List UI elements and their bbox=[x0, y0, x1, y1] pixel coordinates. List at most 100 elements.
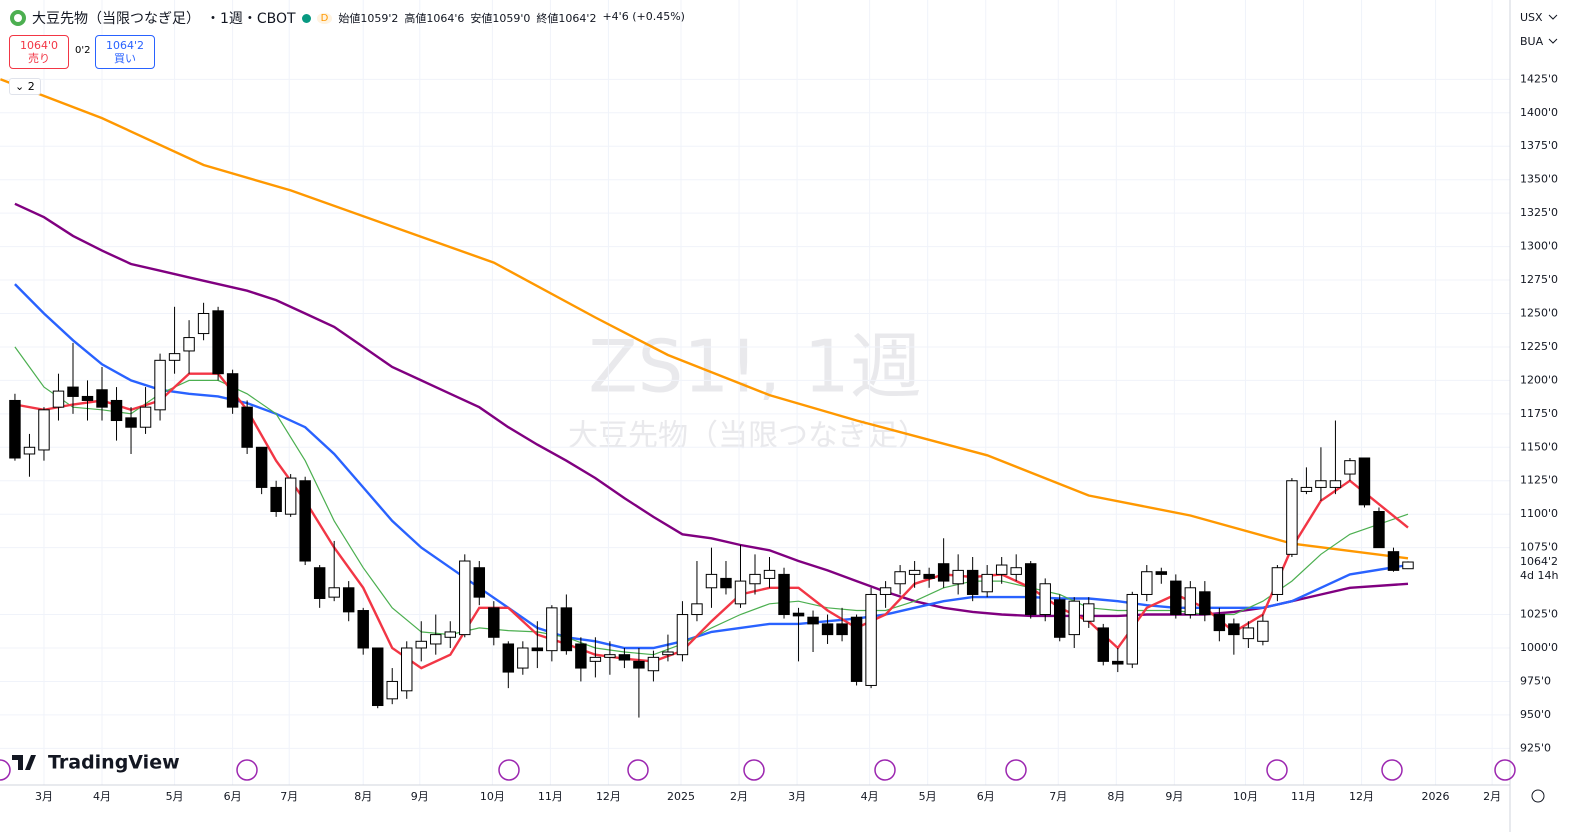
buy-button[interactable]: 1064'2 買い bbox=[95, 35, 155, 69]
symbol-icon bbox=[10, 10, 26, 26]
x-tick-label: 11月 bbox=[1291, 790, 1316, 803]
candle-body bbox=[1170, 580, 1182, 616]
x-tick-label: 3月 bbox=[788, 790, 806, 803]
logo[interactable]: TradingView bbox=[12, 752, 180, 774]
y-tick-label: 1375'0 bbox=[1520, 139, 1558, 152]
candle-body bbox=[168, 353, 181, 361]
event-icon[interactable] bbox=[874, 759, 896, 781]
candle-body bbox=[1300, 486, 1313, 492]
candle-body bbox=[1344, 460, 1356, 475]
candle-body bbox=[676, 614, 689, 656]
candle-body bbox=[342, 587, 355, 613]
candle-body bbox=[270, 486, 282, 513]
symbol-title[interactable]: 大豆先物（当限つなぎ足） bbox=[32, 11, 200, 27]
event-icon[interactable] bbox=[1005, 759, 1027, 781]
y-tick-label: 975'0 bbox=[1520, 674, 1551, 687]
candle-body bbox=[299, 480, 311, 562]
x-tick-label: 12月 bbox=[596, 790, 621, 803]
candle-body bbox=[9, 399, 21, 459]
x-tick-label: 10月 bbox=[1233, 790, 1258, 803]
candle-body bbox=[1112, 660, 1124, 665]
event-icon[interactable] bbox=[1266, 759, 1288, 781]
currency[interactable]: USX bbox=[1520, 11, 1543, 24]
ohlc-change: +4'6 (+0.45%) bbox=[602, 10, 685, 23]
candle-body bbox=[807, 616, 819, 625]
symbol-subtitle: ・1週・CBOT bbox=[206, 11, 296, 27]
candle-body bbox=[749, 573, 761, 585]
candle-body bbox=[488, 607, 500, 638]
candle-body bbox=[430, 634, 442, 645]
candle-body bbox=[879, 587, 892, 595]
event-icon[interactable] bbox=[0, 759, 11, 781]
watermark-name: 大豆先物（当限つなぎ足） bbox=[568, 419, 928, 454]
y-tick-label: 925'0 bbox=[1520, 741, 1551, 754]
candle-body bbox=[1358, 457, 1371, 506]
candle-body bbox=[792, 612, 805, 617]
sell-button[interactable]: 1064'0 売り bbox=[9, 35, 69, 69]
x-tick-label: 5月 bbox=[919, 790, 937, 803]
event-icons[interactable] bbox=[0, 759, 1516, 781]
indicator-toggle[interactable]: ⌄ 2 bbox=[9, 78, 41, 95]
candle-body bbox=[1228, 623, 1240, 636]
candle-body bbox=[1387, 551, 1400, 571]
x-tick-label: 4月 bbox=[93, 790, 111, 803]
ohlc-close: 終値1064'2 bbox=[536, 12, 597, 25]
y-tick-label: 1000'0 bbox=[1520, 641, 1558, 654]
settings-icon[interactable] bbox=[1531, 789, 1545, 803]
candle-body bbox=[110, 399, 123, 422]
candle-body bbox=[937, 563, 950, 582]
x-tick-label: 4月 bbox=[861, 790, 879, 803]
candle-body bbox=[255, 446, 268, 488]
y-tick-label: 950'0 bbox=[1520, 708, 1551, 721]
candle-body bbox=[923, 573, 935, 579]
candle-body bbox=[981, 573, 993, 593]
ohlc-open: 始値1059'2 bbox=[338, 12, 399, 25]
x-tick-label: 5月 bbox=[166, 790, 184, 803]
candle-body bbox=[139, 406, 152, 428]
candle-body bbox=[52, 390, 65, 408]
candle-body bbox=[38, 409, 50, 451]
candle-body bbox=[1068, 600, 1080, 636]
candle-body bbox=[1184, 587, 1197, 616]
candle-body bbox=[560, 607, 573, 652]
candle-body bbox=[197, 312, 210, 335]
y-tick-label: 1200'0 bbox=[1520, 373, 1558, 386]
candle-body bbox=[604, 654, 616, 658]
moving-average bbox=[0, 78, 1409, 560]
candle-body bbox=[473, 567, 486, 598]
y-tick-label: 1275'0 bbox=[1520, 273, 1558, 286]
countdown: 4d 14h bbox=[1520, 569, 1558, 582]
event-icon[interactable] bbox=[1494, 759, 1516, 781]
event-icon[interactable] bbox=[498, 759, 520, 781]
candle-body bbox=[1141, 571, 1153, 595]
candle-body bbox=[966, 569, 979, 595]
candle-body bbox=[575, 643, 587, 669]
x-tick-label: 8月 bbox=[354, 790, 372, 803]
candle-body bbox=[96, 389, 108, 408]
candle-body bbox=[371, 647, 384, 707]
candle-body bbox=[1373, 511, 1385, 549]
candle-body bbox=[23, 446, 36, 455]
y-tick-label: 1225'0 bbox=[1520, 340, 1558, 353]
event-icon[interactable] bbox=[236, 759, 258, 781]
event-icon[interactable] bbox=[1381, 759, 1403, 781]
candle-body bbox=[444, 631, 456, 638]
moving-average bbox=[14, 372, 1409, 670]
unit[interactable]: BUA bbox=[1520, 35, 1544, 48]
candle-body bbox=[995, 564, 1008, 575]
candle-body bbox=[328, 587, 340, 598]
candle-body bbox=[531, 647, 544, 652]
candle-body bbox=[1402, 561, 1414, 570]
header: 大豆先物（当限つなぎ足） ・1週・CBOT D 始値1059'2 高値1064'… bbox=[10, 8, 685, 28]
candle-body bbox=[1083, 603, 1095, 622]
candle-body bbox=[1271, 567, 1284, 595]
x-tick-label: 2025 bbox=[667, 790, 695, 803]
event-icon[interactable] bbox=[743, 759, 765, 781]
candle-body bbox=[1024, 563, 1037, 616]
sell-label: 売り bbox=[28, 52, 50, 65]
candle-body bbox=[1010, 567, 1022, 575]
event-icon[interactable] bbox=[627, 759, 649, 781]
candle-body bbox=[226, 373, 239, 408]
